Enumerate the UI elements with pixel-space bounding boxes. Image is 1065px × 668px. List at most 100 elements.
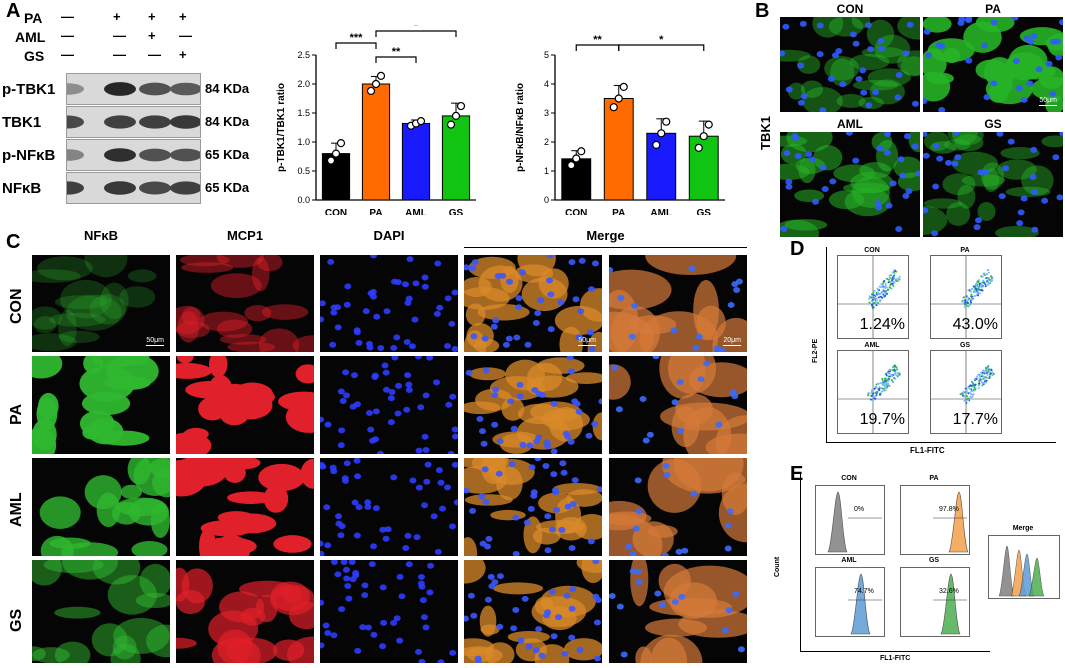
- bar: [561, 158, 592, 201]
- cell-body: [924, 132, 950, 152]
- flow-d-title: AML: [864, 342, 880, 349]
- nucleus: [369, 293, 377, 300]
- nucleus: [849, 31, 857, 38]
- nucleus: [492, 317, 500, 324]
- nucleus: [439, 505, 447, 512]
- event-dot: [990, 369, 993, 372]
- tbk1-micrograph: [780, 17, 920, 112]
- event-dot: [880, 390, 883, 393]
- cell-body: [32, 356, 63, 379]
- nucleus: [465, 369, 473, 376]
- nucleus: [592, 560, 600, 565]
- nucleus: [515, 295, 523, 302]
- nucleus: [566, 356, 574, 361]
- cell-body: [212, 535, 250, 556]
- cell-body: [91, 356, 139, 369]
- if-row-text: GS: [8, 608, 25, 632]
- event-dot: [872, 306, 875, 309]
- nucleus: [594, 597, 602, 604]
- nucleus: [402, 544, 410, 551]
- nucleus: [550, 471, 558, 478]
- y-tick-label: 5: [544, 50, 549, 60]
- event-dot: [871, 303, 874, 306]
- nucleus: [897, 156, 905, 163]
- nucleus: [338, 427, 346, 434]
- nucleus: [895, 72, 903, 79]
- event-dot: [977, 373, 980, 376]
- data-point: [366, 86, 376, 96]
- cell-body: [980, 162, 1005, 190]
- nucleus: [998, 193, 1006, 200]
- event-dot: [967, 289, 970, 292]
- event-dot: [894, 372, 897, 375]
- if-column-header: MCP1: [226, 228, 264, 243]
- treatment-mark: +: [148, 9, 156, 24]
- nucleus: [343, 575, 351, 582]
- nucleus: [588, 345, 596, 352]
- event-dot: [894, 270, 897, 273]
- nucleus: [412, 280, 420, 287]
- event-dot: [885, 387, 888, 390]
- if-micrograph: 50μm: [464, 255, 602, 352]
- nucleus: [490, 323, 498, 330]
- event-dot: [873, 298, 876, 301]
- nucleus: [351, 499, 359, 506]
- cell-body: [97, 430, 150, 446]
- event-dot: [965, 401, 968, 404]
- cell-body: [208, 356, 228, 378]
- event-dot: [970, 301, 973, 304]
- y-tick-label: 0: [544, 195, 549, 205]
- event-dot: [978, 379, 981, 382]
- event-dot: [971, 395, 974, 398]
- bar: [646, 132, 677, 201]
- flow-e-title: GS: [928, 557, 940, 564]
- band: [52, 83, 84, 95]
- event-dot: [881, 387, 884, 390]
- flow-d-percent: 19.7%: [859, 411, 905, 428]
- nucleus: [405, 387, 413, 394]
- cell-body: [32, 333, 77, 352]
- event-dot: [884, 372, 887, 375]
- data-point: [416, 117, 426, 126]
- nucleus: [839, 81, 847, 88]
- cell-body: [645, 255, 737, 276]
- data-point: [657, 129, 666, 138]
- nucleus: [464, 615, 469, 622]
- nucleus: [865, 102, 873, 109]
- nucleus: [512, 550, 520, 556]
- cell-body: [32, 560, 62, 586]
- micro-canvas: [176, 255, 314, 352]
- nucleus: [474, 658, 482, 663]
- nucleus: [620, 651, 628, 658]
- cell-body: [66, 294, 122, 331]
- histogram-peak: [940, 573, 961, 635]
- band: [170, 181, 202, 195]
- immunofluorescence-grid: NFκB MCP1 DAPI Merge CON 50μm 50μm 20μm PA AML GS: [0, 226, 760, 668]
- micro-canvas: [320, 458, 458, 556]
- event-dot: [884, 377, 887, 380]
- nucleus: [479, 540, 487, 547]
- event-dot: [963, 305, 966, 308]
- nucleus: [925, 52, 933, 59]
- nucleus: [564, 433, 572, 440]
- event-dot: [870, 391, 873, 394]
- cell-body: [800, 80, 824, 98]
- nucleus: [382, 386, 390, 393]
- y-tick-label: 1.0: [297, 137, 310, 147]
- nucleus: [569, 500, 577, 507]
- nucleus: [596, 486, 602, 493]
- treatment-mark: —: [61, 9, 74, 24]
- data-point: [376, 71, 386, 80]
- nucleus: [982, 168, 990, 175]
- data-point: [567, 161, 576, 170]
- micro-canvas: [609, 560, 747, 663]
- nucleus: [534, 310, 542, 317]
- event-dot: [886, 289, 889, 292]
- event-dot: [971, 298, 974, 301]
- significance-label: ***: [350, 32, 364, 44]
- event-dot: [887, 281, 890, 284]
- band: [139, 82, 171, 96]
- event-dot: [983, 272, 986, 275]
- cell-body: [293, 403, 314, 428]
- event-dot: [977, 294, 980, 297]
